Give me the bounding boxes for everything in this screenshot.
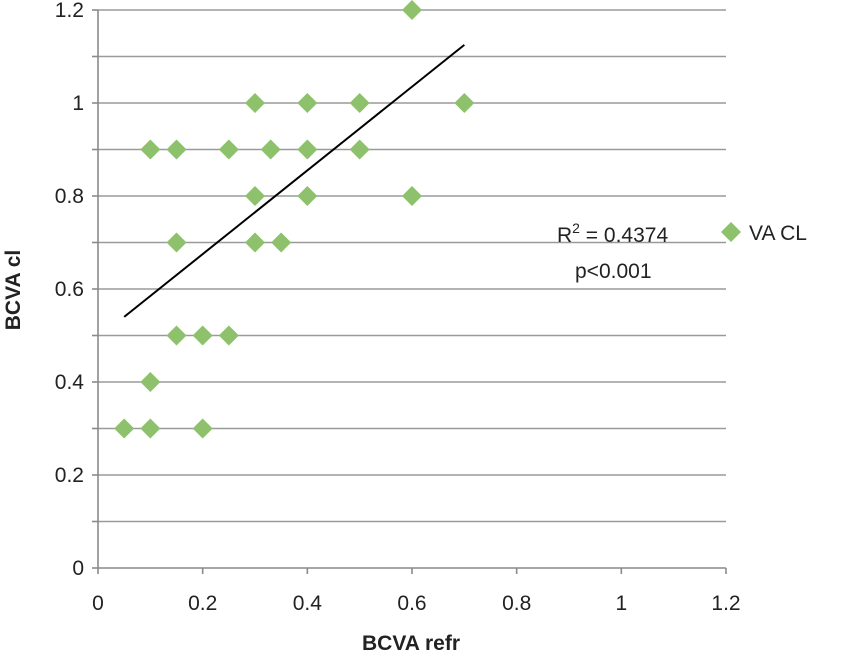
data-point bbox=[218, 325, 239, 346]
trendline-group bbox=[123, 44, 465, 318]
legend: VA CL bbox=[721, 222, 807, 245]
x-axis-title: BCVA refr bbox=[362, 632, 460, 655]
data-point bbox=[166, 325, 187, 346]
axes bbox=[92, 9, 727, 574]
data-point bbox=[166, 232, 187, 253]
y-tick-label: 0.2 bbox=[55, 464, 84, 487]
y-axis-title: BCVA cl bbox=[2, 250, 25, 331]
r-squared-annotation: R2 = 0.4374 bbox=[557, 220, 668, 247]
x-tick-label: 0 bbox=[92, 592, 104, 615]
data-point bbox=[297, 93, 318, 113]
r-squared-superscript: 2 bbox=[572, 220, 580, 236]
legend-label: VA CL bbox=[749, 222, 807, 245]
data-point bbox=[402, 186, 422, 206]
y-tick-labels: 0 0.2 0.4 0.6 0.8 1 1.2 bbox=[55, 0, 85, 580]
data-point bbox=[245, 232, 265, 253]
legend-marker-diamond bbox=[721, 222, 741, 242]
data-point bbox=[297, 139, 318, 160]
y-tick-label: 1.2 bbox=[55, 0, 84, 22]
data-point bbox=[402, 0, 422, 20]
data-point bbox=[271, 232, 292, 253]
data-point bbox=[192, 418, 213, 439]
x-tick-label: 1 bbox=[615, 592, 627, 615]
x-tick-label: 0.4 bbox=[293, 592, 323, 615]
data-point bbox=[140, 418, 161, 439]
data-point bbox=[140, 372, 161, 392]
data-point bbox=[260, 139, 281, 160]
trendline bbox=[123, 44, 465, 318]
y-tick-label: 1 bbox=[72, 92, 84, 115]
data-point bbox=[297, 186, 318, 206]
r-squared-label: R bbox=[557, 224, 572, 247]
x-tick-labels: 0 0.2 0.4 0.6 0.8 1 1.2 bbox=[92, 592, 740, 615]
data-point bbox=[245, 93, 265, 113]
x-tick-label: 1.2 bbox=[711, 592, 740, 615]
data-point bbox=[166, 139, 187, 160]
p-value-annotation: p<0.001 bbox=[575, 260, 652, 283]
r-squared-value: = 0.4374 bbox=[580, 224, 668, 247]
y-tick-label: 0.4 bbox=[55, 371, 85, 394]
y-tick-label: 0.8 bbox=[55, 185, 84, 208]
data-point bbox=[349, 139, 370, 160]
x-tick-label: 0.2 bbox=[188, 592, 217, 615]
y-tick-label: 0 bbox=[72, 557, 84, 580]
data-point bbox=[140, 139, 161, 160]
data-point bbox=[218, 139, 239, 160]
data-point bbox=[349, 93, 370, 113]
x-tick-label: 0.6 bbox=[397, 592, 426, 615]
x-tick-label: 0.8 bbox=[502, 592, 531, 615]
data-points bbox=[114, 0, 475, 439]
data-point bbox=[454, 93, 475, 113]
data-point bbox=[245, 186, 265, 206]
data-point bbox=[114, 418, 135, 439]
y-tick-label: 0.6 bbox=[55, 278, 84, 301]
data-point bbox=[192, 325, 213, 346]
